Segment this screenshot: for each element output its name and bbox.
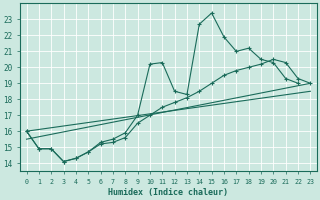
X-axis label: Humidex (Indice chaleur): Humidex (Indice chaleur) bbox=[108, 188, 228, 197]
